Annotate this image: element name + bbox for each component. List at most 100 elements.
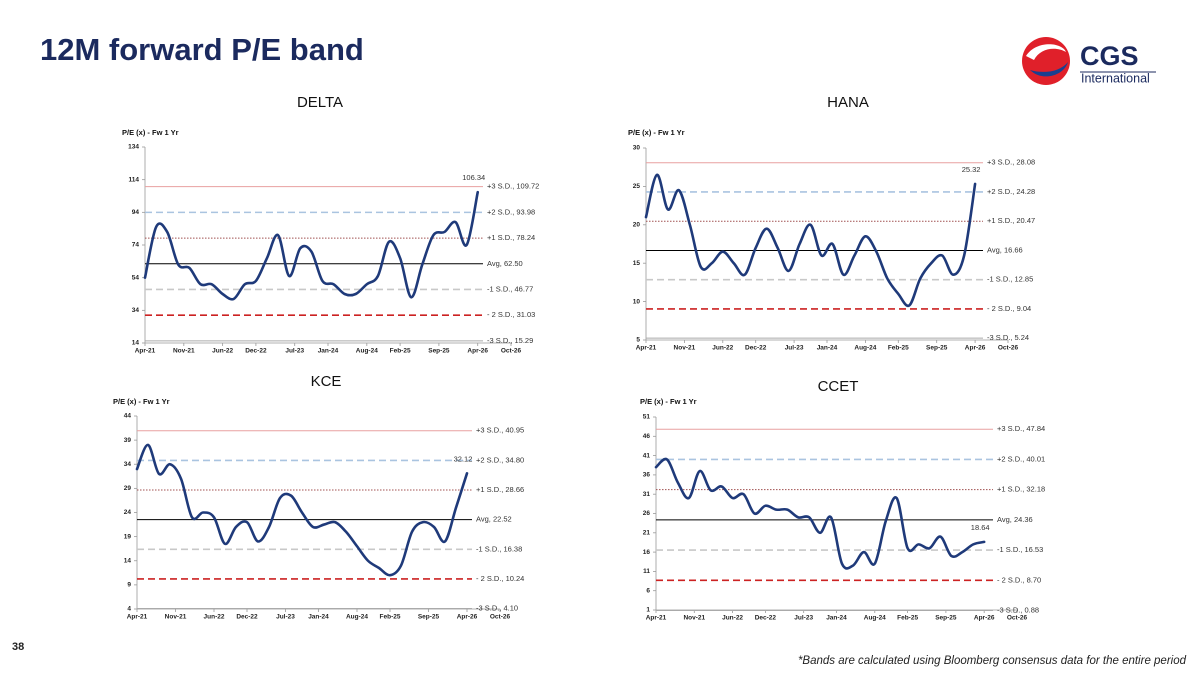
chart-panel: KCE P/E (x) - Fw 1 Yr 4 9 14 19 24 29 34 39 44 Apr-… (113, 373, 524, 621)
x-tick-label: Nov-21 (674, 345, 696, 352)
band-label: -1 S.D., 46.77 (487, 284, 533, 293)
x-tick-label: Jun-22 (204, 614, 225, 621)
last-value-label: 25.32 (962, 165, 981, 174)
band-label: Avg, 16.66 (987, 245, 1023, 254)
x-tick-label: Feb-25 (390, 348, 411, 355)
y-tick-label: 46 (643, 433, 651, 440)
y-axis-title: P/E (x) - Fw 1 Yr (113, 397, 170, 406)
y-tick-label: 41 (643, 452, 651, 459)
chart-panel: HANA P/E (x) - Fw 1 Yr 5 10 15 20 25 30 Apr-21 No… (628, 94, 1035, 352)
band-label: -1 S.D., 12.85 (987, 275, 1033, 284)
pe-line (135, 443, 469, 577)
y-tick-label: 6 (646, 587, 650, 594)
band-label: -1 S.D., 16.53 (997, 545, 1043, 554)
y-tick-label: 36 (643, 472, 651, 479)
band-label: Avg, 22.52 (476, 515, 512, 524)
band-label: -1 S.D., 16.38 (476, 544, 522, 553)
band-label: +1 S.D., 78.24 (487, 233, 535, 242)
y-axis-title: P/E (x) - Fw 1 Yr (628, 128, 685, 137)
y-tick-label: 26 (643, 510, 651, 517)
last-value-label: 106.34 (462, 173, 485, 182)
band-label: +2 S.D., 24.28 (987, 187, 1035, 196)
x-tick-label: Jul-23 (276, 614, 295, 621)
band-label: Avg, 62.50 (487, 259, 523, 268)
x-tick-label: Apr-26 (467, 348, 488, 355)
x-tick-label: Dec-22 (236, 614, 258, 621)
y-tick-label: 30 (633, 145, 641, 152)
y-tick-label: 74 (132, 242, 140, 249)
band-label: +3 S.D., 47.84 (997, 424, 1045, 433)
y-tick-label: 114 (129, 176, 140, 183)
x-tick-label: Jul-23 (794, 615, 813, 622)
logo-swoosh (1030, 62, 1068, 77)
logo: CGS International (1022, 37, 1156, 85)
y-tick-label: 19 (124, 533, 132, 540)
x-tick-label: Apr-21 (636, 345, 657, 352)
y-tick-label: 39 (124, 437, 132, 444)
x-tick-label: Jan-24 (826, 615, 847, 622)
y-tick-label: 14 (124, 557, 132, 564)
y-tick-label: 10 (633, 298, 641, 305)
chart-title: DELTA (297, 94, 343, 111)
y-axis-title: P/E (x) - Fw 1 Yr (640, 397, 697, 406)
band-label: +1 S.D., 32.18 (997, 485, 1045, 494)
band-label: +1 S.D., 20.47 (987, 216, 1035, 225)
x-tick-label: Dec-22 (755, 615, 777, 622)
x-tick-label: Aug-24 (346, 614, 368, 621)
band-label: +3 S.D., 109.72 (487, 182, 539, 191)
slide-title: 12M forward P/E band (40, 32, 364, 67)
y-tick-label: 1 (646, 607, 650, 614)
band-label: -3 S.D., 15.29 (487, 336, 533, 345)
x-tick-label: Aug-24 (356, 348, 378, 355)
x-tick-label: Oct-26 (501, 348, 522, 355)
y-tick-label: 54 (132, 274, 140, 281)
x-tick-label: Jan-24 (817, 345, 838, 352)
y-axis-title: P/E (x) - Fw 1 Yr (122, 128, 179, 137)
band-label: -3 S.D., 4.10 (476, 604, 518, 613)
x-tick-label: Nov-21 (173, 348, 195, 355)
band-label: -3 S.D., 0.88 (997, 605, 1039, 614)
y-tick-label: 9 (127, 582, 131, 589)
pe-line (143, 190, 480, 301)
band-label: - 2 S.D., 8.70 (997, 575, 1041, 584)
y-tick-label: 134 (128, 144, 139, 151)
y-tick-label: 44 (124, 413, 132, 420)
y-tick-label: 20 (633, 222, 641, 229)
footnote: *Bands are calculated using Bloomberg co… (798, 655, 1187, 667)
y-tick-label: 5 (636, 337, 640, 344)
x-tick-label: Dec-22 (245, 348, 267, 355)
chart-title: KCE (311, 373, 342, 390)
x-tick-label: Dec-22 (745, 345, 767, 352)
band-label: Avg, 24.36 (997, 515, 1033, 524)
y-tick-label: 94 (132, 209, 140, 216)
chart-title: HANA (827, 94, 869, 111)
x-tick-label: Jun-22 (212, 348, 233, 355)
chart-panel: DELTA P/E (x) - Fw 1 Yr 14 34 54 74 94 114 134 Ap… (122, 94, 539, 355)
x-tick-label: Oct-26 (1007, 615, 1028, 622)
x-tick-label: Feb-25 (888, 345, 909, 352)
band-label: - 2 S.D., 9.04 (987, 304, 1031, 313)
y-tick-label: 4 (127, 606, 131, 613)
band-label: +3 S.D., 28.08 (987, 158, 1035, 167)
y-tick-label: 34 (132, 307, 140, 314)
x-tick-label: Feb-25 (380, 614, 401, 621)
x-tick-label: Aug-24 (854, 345, 876, 352)
x-tick-label: Jun-22 (722, 615, 743, 622)
x-tick-label: Sep-25 (926, 345, 948, 352)
band-label: +2 S.D., 40.01 (997, 454, 1045, 463)
logo-name: CGS (1080, 41, 1139, 71)
y-tick-label: 29 (124, 485, 132, 492)
y-tick-label: 11 (643, 568, 650, 575)
x-tick-label: Apr-26 (965, 345, 986, 352)
y-tick-label: 25 (633, 183, 641, 190)
y-tick-label: 15 (633, 260, 641, 267)
y-tick-label: 16 (643, 549, 651, 556)
x-tick-label: Nov-21 (683, 615, 705, 622)
x-tick-label: Jan-24 (318, 348, 339, 355)
x-tick-label: Apr-21 (127, 614, 148, 621)
x-tick-label: Jun-22 (712, 345, 733, 352)
x-tick-label: Jan-24 (308, 614, 329, 621)
